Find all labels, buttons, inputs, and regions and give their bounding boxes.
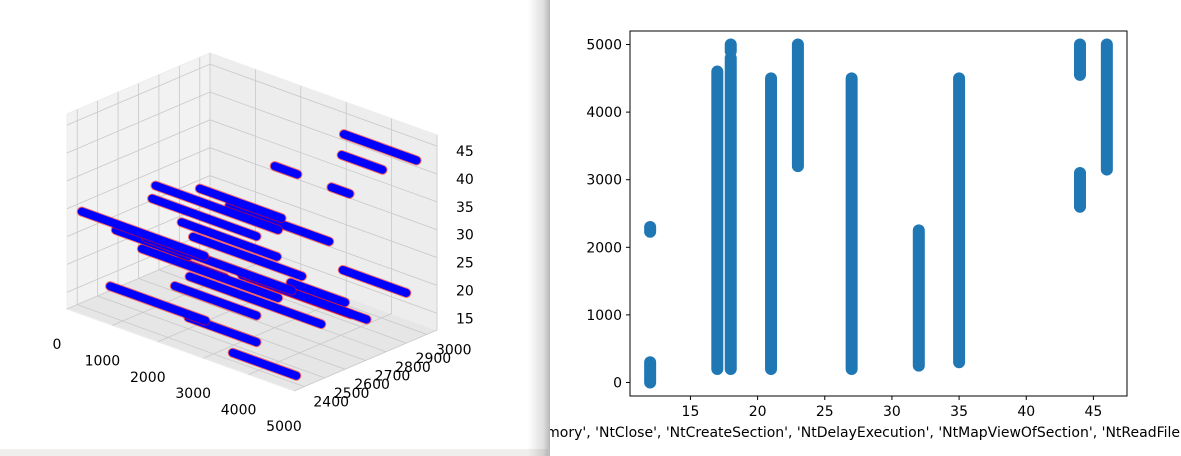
right-2d-figure: 15 20 25 30 35 40 45 0 1000 2000 3000 4000 5000 mory'… xyxy=(550,0,1181,456)
y-tick-label: 2000 xyxy=(586,240,622,256)
y-tick-label: 2900 xyxy=(416,351,452,367)
z-tick-label: 30 xyxy=(456,228,474,244)
x-tick-label: 0 xyxy=(53,337,62,353)
scatter-segment xyxy=(195,184,286,223)
y-tick-label: 4000 xyxy=(586,105,622,121)
scatter-segment xyxy=(338,265,411,297)
y-gridline xyxy=(76,109,305,388)
scatter-3d-chart: 0 1000 2000 3000 4000 5000 2400250026002700280… xyxy=(53,52,474,435)
x-tick-label: 30 xyxy=(883,404,901,420)
x-tick-label: 35 xyxy=(950,404,968,420)
x-tick-label: 4000 xyxy=(221,403,257,419)
y-tick-label: 1000 xyxy=(586,308,622,324)
z-gridline xyxy=(66,63,438,147)
x-tick-label: 5000 xyxy=(266,419,302,435)
y-tick-label: 2400 xyxy=(313,395,349,411)
y-gridline xyxy=(138,83,366,361)
y-tick-label: 2800 xyxy=(395,360,431,376)
scatter-segment xyxy=(137,244,283,302)
scatter-segment xyxy=(228,348,301,380)
z-tick-label: 45 xyxy=(456,144,474,160)
x-gridline xyxy=(248,118,393,375)
scatter-segment xyxy=(148,194,261,241)
x-tick-label: 3000 xyxy=(175,386,211,402)
scatter-segment xyxy=(151,181,283,234)
x-gridline xyxy=(293,135,438,392)
left-3d-figure: 0 1000 2000 3000 4000 5000 2400 2500 2600 2700 280… xyxy=(0,0,548,456)
y-tick-label: 2700 xyxy=(375,369,411,385)
panel-divider[interactable] xyxy=(528,0,554,456)
x-tick-label: 1000 xyxy=(85,353,121,369)
scatter-segment xyxy=(185,272,326,329)
x-tick-label: 25 xyxy=(816,404,834,420)
x-tick-label: 20 xyxy=(749,404,767,420)
z-gridline xyxy=(66,147,438,231)
scatter-segment xyxy=(170,282,261,320)
x-axis-label: mory', 'NtClose', 'NtCreateSection', 'Nt… xyxy=(550,425,1181,441)
y-tick-label: 2600 xyxy=(354,377,390,393)
y-tick-label: 0 xyxy=(613,375,622,391)
y-gridline xyxy=(97,100,325,379)
y-tick-label: 3000 xyxy=(586,173,622,189)
z-gridline xyxy=(66,119,438,203)
z-gridline xyxy=(66,91,438,175)
scatter-2d-chart: 15 20 25 30 35 40 45 0 1000 2000 3000 4000 5000 mory'… xyxy=(550,30,1181,441)
x-tick-label: 40 xyxy=(1017,404,1035,420)
scatter-segment xyxy=(286,278,350,307)
z-tick-label: 40 xyxy=(456,172,474,188)
scatter-segment xyxy=(106,282,210,325)
scatter-segment xyxy=(270,162,302,179)
scatter-segment xyxy=(327,183,354,198)
y-tick-label: 2500 xyxy=(334,386,370,402)
x-tick-label: 45 xyxy=(1085,404,1103,420)
y-tick-label: 5000 xyxy=(586,38,622,54)
scatter-segment xyxy=(337,151,387,174)
z-tick-label: 15 xyxy=(456,311,474,327)
x-tick-label: 15 xyxy=(682,404,700,420)
window-bottom-strip xyxy=(0,449,548,456)
z-tick-label: 25 xyxy=(456,256,474,272)
plot-frame xyxy=(629,30,1128,397)
y-tick-label: 3000 xyxy=(436,342,472,358)
z-gridline xyxy=(66,175,438,258)
scatter-segment xyxy=(339,130,421,165)
scatter-segment xyxy=(225,201,334,246)
scatter-segment xyxy=(188,232,306,281)
scatter-segment xyxy=(77,207,209,260)
z-tick-label: 35 xyxy=(456,200,474,216)
z-tick-label: 20 xyxy=(456,283,474,299)
scatter-segment xyxy=(177,218,281,261)
x-tick-label: 2000 xyxy=(130,370,166,386)
